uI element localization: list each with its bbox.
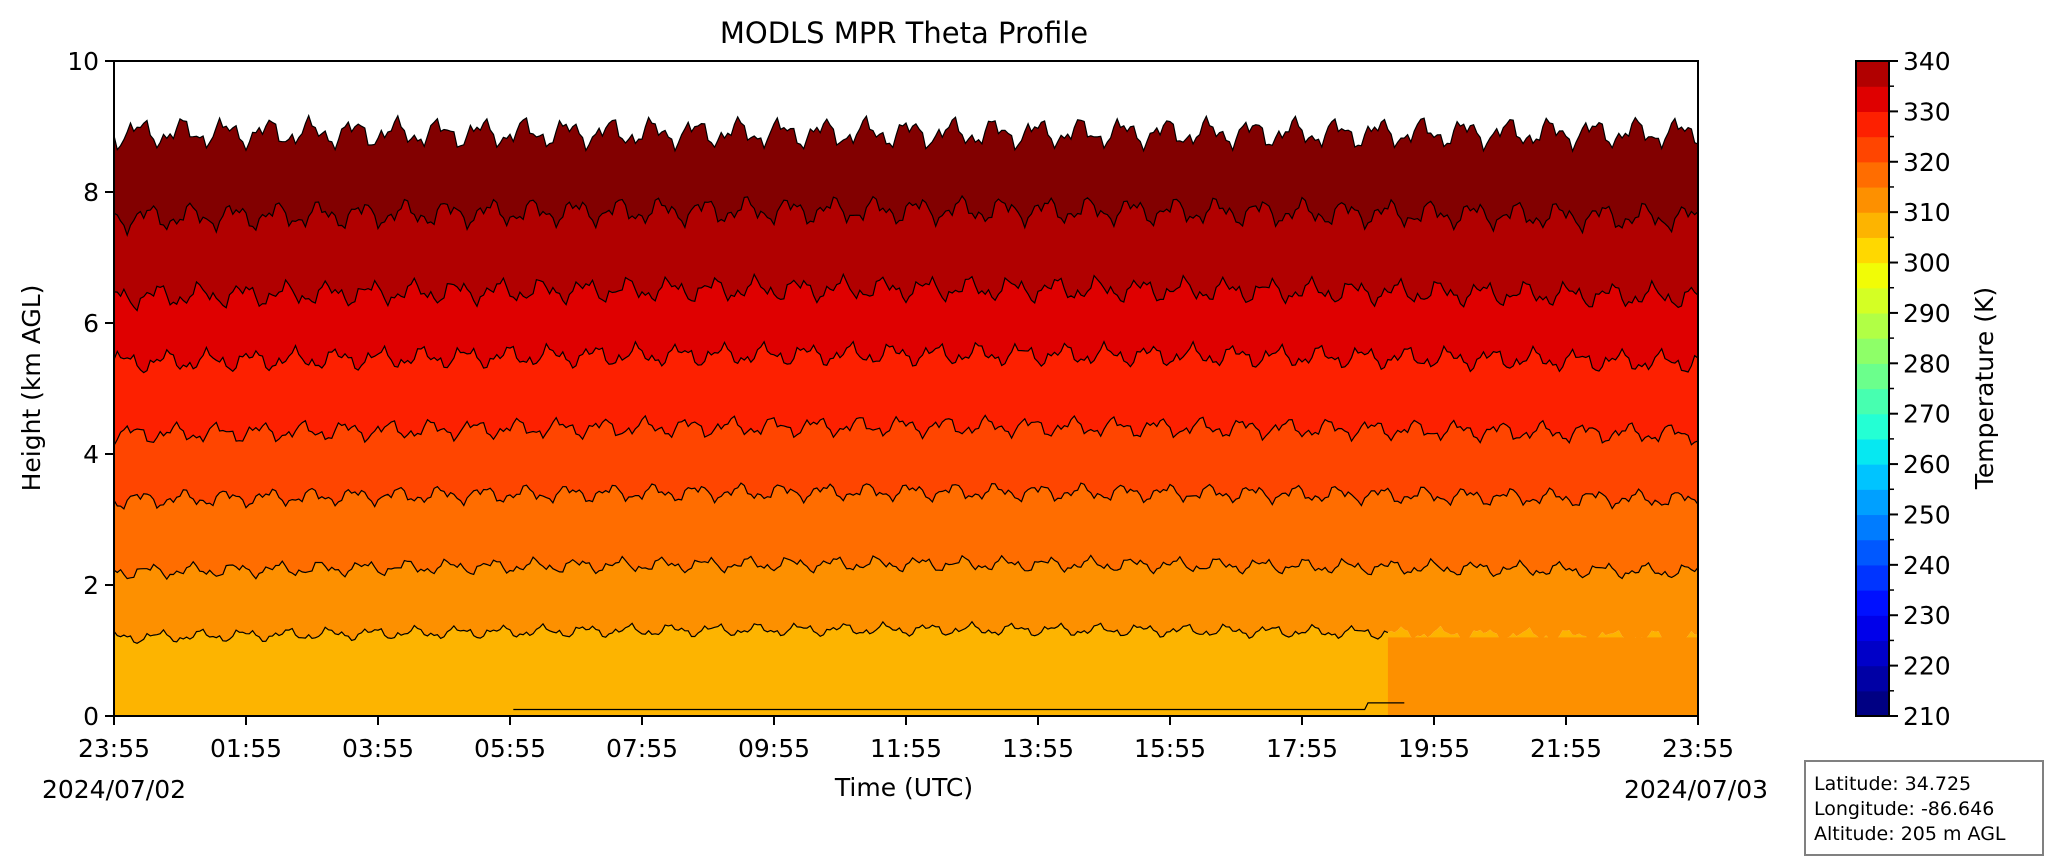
x-tick-label: 01:55 xyxy=(210,734,282,763)
colorbar-segment xyxy=(1856,212,1889,238)
colorbar-tick-label: 320 xyxy=(1903,148,1951,177)
contour-line-330 xyxy=(114,272,1698,312)
colorbar-segment xyxy=(1856,489,1889,516)
date-start-label: 2024/07/02 xyxy=(42,775,186,804)
band-330-335 xyxy=(114,196,1698,311)
band-335-340 xyxy=(114,115,1698,236)
colorbar-segment xyxy=(1856,464,1889,490)
colorbar-segment xyxy=(1856,262,1889,289)
colorbar: 210 220 230 240 250 260 270 280 290 300 310 320 330 3… xyxy=(1855,47,1951,731)
colorbar-segment xyxy=(1856,564,1889,591)
colorbar-tick-label: 340 xyxy=(1903,47,1951,76)
latitude-text: Latitude: 34.725 xyxy=(1814,773,1972,795)
band-surface-late xyxy=(1387,637,1698,716)
x-axis-label: Time (UTC) xyxy=(834,773,973,802)
band-320-325 xyxy=(114,341,1698,446)
station-info-box: Latitude: 34.725 Longitude: -86.646 Alti… xyxy=(1804,760,2044,856)
colorbar-segment xyxy=(1856,161,1889,188)
colorbar-tick-label: 230 xyxy=(1903,601,1951,630)
y-axis: 0 2 4 6 8 10 xyxy=(67,47,114,731)
x-tick-label: 19:55 xyxy=(1398,734,1470,763)
x-tick-label: 23:55 xyxy=(1662,734,1734,763)
y-tick-label: 8 xyxy=(83,178,99,207)
x-tick-label: 13:55 xyxy=(1002,734,1074,763)
colorbar-segment xyxy=(1856,186,1889,213)
x-tick-label: 03:55 xyxy=(342,734,414,763)
colorbar-segment xyxy=(1856,312,1889,339)
colorbar-tick-label: 220 xyxy=(1903,652,1951,681)
altitude-text: Altitude: 205 m AGL xyxy=(1814,823,2006,845)
x-axis: 23:55 01:55 03:55 05:55 07:55 09:55 11:55 13:55… xyxy=(78,716,1734,763)
colorbar-segment xyxy=(1856,61,1889,87)
colorbar-segment xyxy=(1856,287,1889,314)
y-tick-label: 4 xyxy=(83,440,99,469)
colorbar-segment xyxy=(1856,86,1889,112)
x-tick-label: 09:55 xyxy=(738,734,810,763)
x-tick-label: 21:55 xyxy=(1530,734,1602,763)
y-tick-label: 10 xyxy=(67,47,99,76)
contour-line-325 xyxy=(114,340,1698,374)
x-tick-label: 05:55 xyxy=(474,734,546,763)
longitude-text: Longitude: -86.646 xyxy=(1814,798,1995,820)
colorbar-tick-label: 270 xyxy=(1903,400,1951,429)
colorbar-segment xyxy=(1856,590,1889,616)
y-tick-label: 6 xyxy=(83,309,99,338)
colorbar-tick-label: 210 xyxy=(1903,702,1951,731)
colorbar-tick-label: 290 xyxy=(1903,299,1951,328)
plot-area xyxy=(113,60,1699,717)
colorbar-tick-label: 260 xyxy=(1903,450,1951,479)
colorbar-segment xyxy=(1856,665,1889,692)
y-axis-label: Height (km AGL) xyxy=(17,285,46,492)
colorbar-tick-label: 310 xyxy=(1903,198,1951,227)
colorbar-segment xyxy=(1856,640,1889,667)
contour-line-320 xyxy=(114,414,1698,446)
band-surface-day xyxy=(114,621,1388,716)
colorbar-segment xyxy=(1856,388,1889,415)
contour-line-305 xyxy=(114,620,1389,644)
x-tick-label: 07:55 xyxy=(606,734,678,763)
colorbar-segment xyxy=(1856,539,1889,566)
colorbar-segment xyxy=(1856,338,1889,364)
colorbar-tick-label: 300 xyxy=(1903,249,1951,278)
colorbar-segment xyxy=(1856,438,1889,465)
contour-line-340 xyxy=(114,113,1698,154)
band-305-310 xyxy=(114,555,1698,644)
y-tick-label: 0 xyxy=(83,702,99,731)
band-310-315 xyxy=(114,483,1698,580)
date-end-label: 2024/07/03 xyxy=(1624,775,1768,804)
contour-line-315 xyxy=(114,482,1698,510)
colorbar-tick-label: 280 xyxy=(1903,349,1951,378)
x-tick-label: 23:55 xyxy=(78,734,150,763)
colorbar-tick-label: 240 xyxy=(1903,551,1951,580)
colorbar-segment xyxy=(1856,111,1889,138)
colorbar-segment xyxy=(1856,363,1889,390)
x-tick-label: 11:55 xyxy=(870,734,942,763)
x-tick-label: 17:55 xyxy=(1266,734,1338,763)
colorbar-label: Temperature (K) xyxy=(1970,287,1999,490)
chart-title: MODLS MPR Theta Profile xyxy=(720,16,1088,50)
colorbar-segment xyxy=(1856,237,1889,264)
band-315-320 xyxy=(114,415,1698,509)
colorbar-segment xyxy=(1856,514,1889,541)
contour-line-310 xyxy=(114,554,1698,581)
x-tick-label: 15:55 xyxy=(1134,734,1206,763)
contour-line-335 xyxy=(114,194,1698,237)
colorbar-segment xyxy=(1856,615,1889,642)
colorbar-segment xyxy=(1856,136,1889,163)
colorbar-tick-label: 250 xyxy=(1903,500,1951,529)
colorbar-segment xyxy=(1856,690,1889,717)
y-tick-label: 2 xyxy=(83,571,99,600)
colorbar-segment xyxy=(1856,413,1889,440)
colorbar-tick-label: 330 xyxy=(1903,97,1951,126)
contour-line-300 xyxy=(513,702,1405,711)
